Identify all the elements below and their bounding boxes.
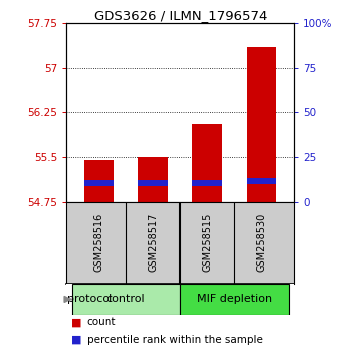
Bar xyxy=(192,124,222,202)
Bar xyxy=(84,180,114,185)
Text: GSM258515: GSM258515 xyxy=(202,213,212,272)
Text: percentile rank within the sample: percentile rank within the sample xyxy=(87,335,263,345)
Bar xyxy=(72,284,180,315)
Text: MIF depletion: MIF depletion xyxy=(197,295,272,304)
Text: control: control xyxy=(107,295,145,304)
Bar xyxy=(180,284,289,315)
Text: GSM258516: GSM258516 xyxy=(94,213,104,272)
Bar xyxy=(246,47,276,202)
Bar xyxy=(246,178,276,184)
Title: GDS3626 / ILMN_1796574: GDS3626 / ILMN_1796574 xyxy=(94,9,267,22)
Bar xyxy=(84,160,114,202)
Text: GSM258517: GSM258517 xyxy=(148,213,158,272)
Text: ■: ■ xyxy=(71,335,81,345)
Bar xyxy=(138,157,168,202)
Text: protocol: protocol xyxy=(67,295,113,304)
Text: ■: ■ xyxy=(71,317,81,327)
Bar xyxy=(138,180,168,185)
Text: GSM258530: GSM258530 xyxy=(257,213,267,272)
Bar xyxy=(192,180,222,185)
Text: count: count xyxy=(87,317,116,327)
